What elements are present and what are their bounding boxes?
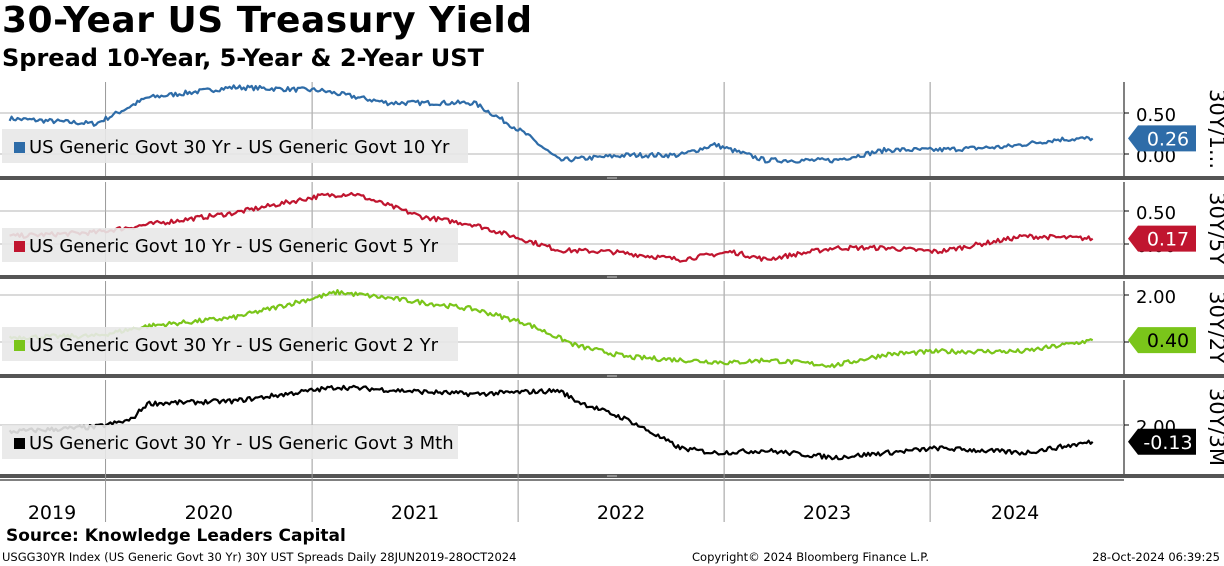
legend-box [2,425,458,459]
chart-title: 30-Year US Treasury Yield [2,0,533,41]
last-value-tag [1128,125,1196,152]
legend-swatch [14,340,25,351]
legend-swatch [14,438,25,449]
panel-axis-title: 30Y/2Y [1205,291,1224,364]
panel-axis-title: 30Y/5Y [1205,192,1224,265]
series-line [8,84,1094,164]
series-line [8,384,1094,461]
x-tick-label: 2021 [391,502,439,524]
legend-label: US Generic Govt 30 Yr - US Generic Govt … [29,335,439,356]
chart-subtitle: Spread 10-Year, 5-Year & 2-Year UST [2,44,484,72]
legend-label: US Generic Govt 30 Yr - US Generic Govt … [29,137,450,158]
last-value-label: 0.26 [1147,128,1189,150]
legend-swatch [14,142,25,153]
last-value-tag [1128,428,1196,455]
footer-copyright: Copyright© 2024 Bloomberg Finance L.P. [692,550,929,564]
x-tick-label: 2022 [597,502,645,524]
last-value-tag [1128,225,1196,252]
last-value-tag [1128,327,1196,354]
last-value-label: 0.40 [1147,330,1189,352]
x-tick-label: 2019 [28,502,76,524]
value-tick-label: 0.50 [1136,203,1176,224]
x-tick-label: 2024 [991,502,1039,524]
legend-label: US Generic Govt 10 Yr - US Generic Govt … [29,236,439,257]
panel-axis-title: 30Y/3M [1205,388,1224,466]
panel-axis-title: 30Y/1... [1205,89,1224,169]
value-tick-label: 2.00 [1136,287,1176,308]
series-line [9,191,1094,263]
last-value-label: 0.17 [1147,229,1189,251]
x-tick-label: 2020 [185,502,233,524]
footer-index-info: USGG30YR Index (US Generic Govt 30 Yr) 3… [2,550,517,564]
footer-timestamp: 28-Oct-2024 06:39:25 [1092,550,1220,564]
legend-box [2,228,458,262]
legend-swatch [14,241,25,252]
legend-label: US Generic Govt 30 Yr - US Generic Govt … [29,433,454,454]
x-tick-label: 2023 [803,502,851,524]
legend-box [2,129,468,163]
value-tick-label: 0.50 [1136,105,1176,126]
source-note: Source: Knowledge Leaders Capital [6,526,346,546]
legend-box [2,327,458,361]
last-value-label: -0.13 [1143,432,1192,454]
series-line [8,289,1094,369]
